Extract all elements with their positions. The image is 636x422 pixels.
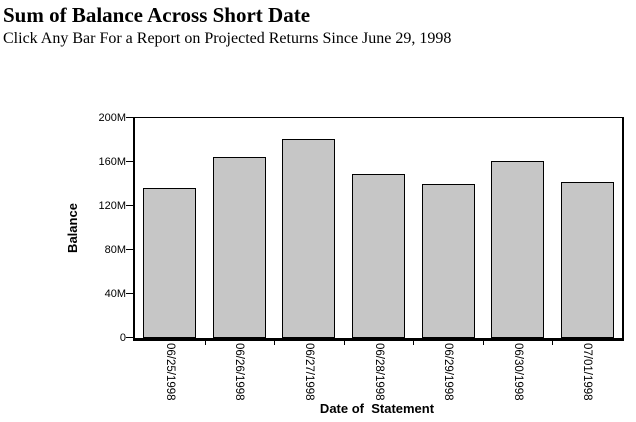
bar-06/29/1998[interactable] (421, 184, 475, 338)
chart-title: Sum of Balance Across Short Date (3, 3, 311, 27)
x-tick (274, 341, 276, 345)
x-tick-label: 06/26/1998 (233, 343, 246, 401)
y-tick (126, 117, 133, 118)
y-tick (126, 205, 133, 206)
y-tick (126, 161, 133, 162)
plot-area (133, 117, 624, 341)
y-tick (126, 293, 133, 294)
x-tick-label: 06/27/1998 (302, 343, 315, 401)
y-tick (126, 337, 133, 338)
y-tick (126, 249, 133, 250)
x-tick-label: 06/29/1998 (442, 343, 455, 401)
y-tick-label: 200M (98, 112, 126, 124)
bar-06/27/1998[interactable] (282, 138, 336, 338)
x-tick (204, 341, 206, 345)
x-tick-label: 06/25/1998 (163, 343, 176, 401)
x-tick (413, 341, 415, 345)
x-tick (482, 341, 484, 345)
y-tick-label: 120M (98, 200, 126, 212)
x-tick (343, 341, 345, 345)
bar-06/28/1998[interactable] (352, 174, 405, 338)
bar-06/25/1998[interactable] (143, 188, 197, 338)
y-axis-title: Balance (65, 203, 80, 253)
bar-06/26/1998[interactable] (212, 156, 266, 338)
chart-subtitle: Click Any Bar For a Report on Projected … (3, 30, 452, 47)
bar-06/30/1998[interactable] (491, 160, 545, 338)
y-tick-label: 40M (104, 288, 126, 300)
bar-07/01/1998[interactable] (560, 181, 614, 338)
x-tick-label: 06/28/1998 (372, 343, 385, 401)
x-tick (552, 341, 554, 345)
x-axis-title: Date of Statement (319, 401, 435, 416)
x-tick-label: 07/01/1998 (581, 343, 594, 401)
x-tick-label: 06/30/1998 (511, 343, 524, 401)
y-tick-label: 0 (119, 332, 126, 344)
y-tick-label: 160M (98, 156, 126, 168)
y-tick-label: 80M (104, 244, 126, 256)
